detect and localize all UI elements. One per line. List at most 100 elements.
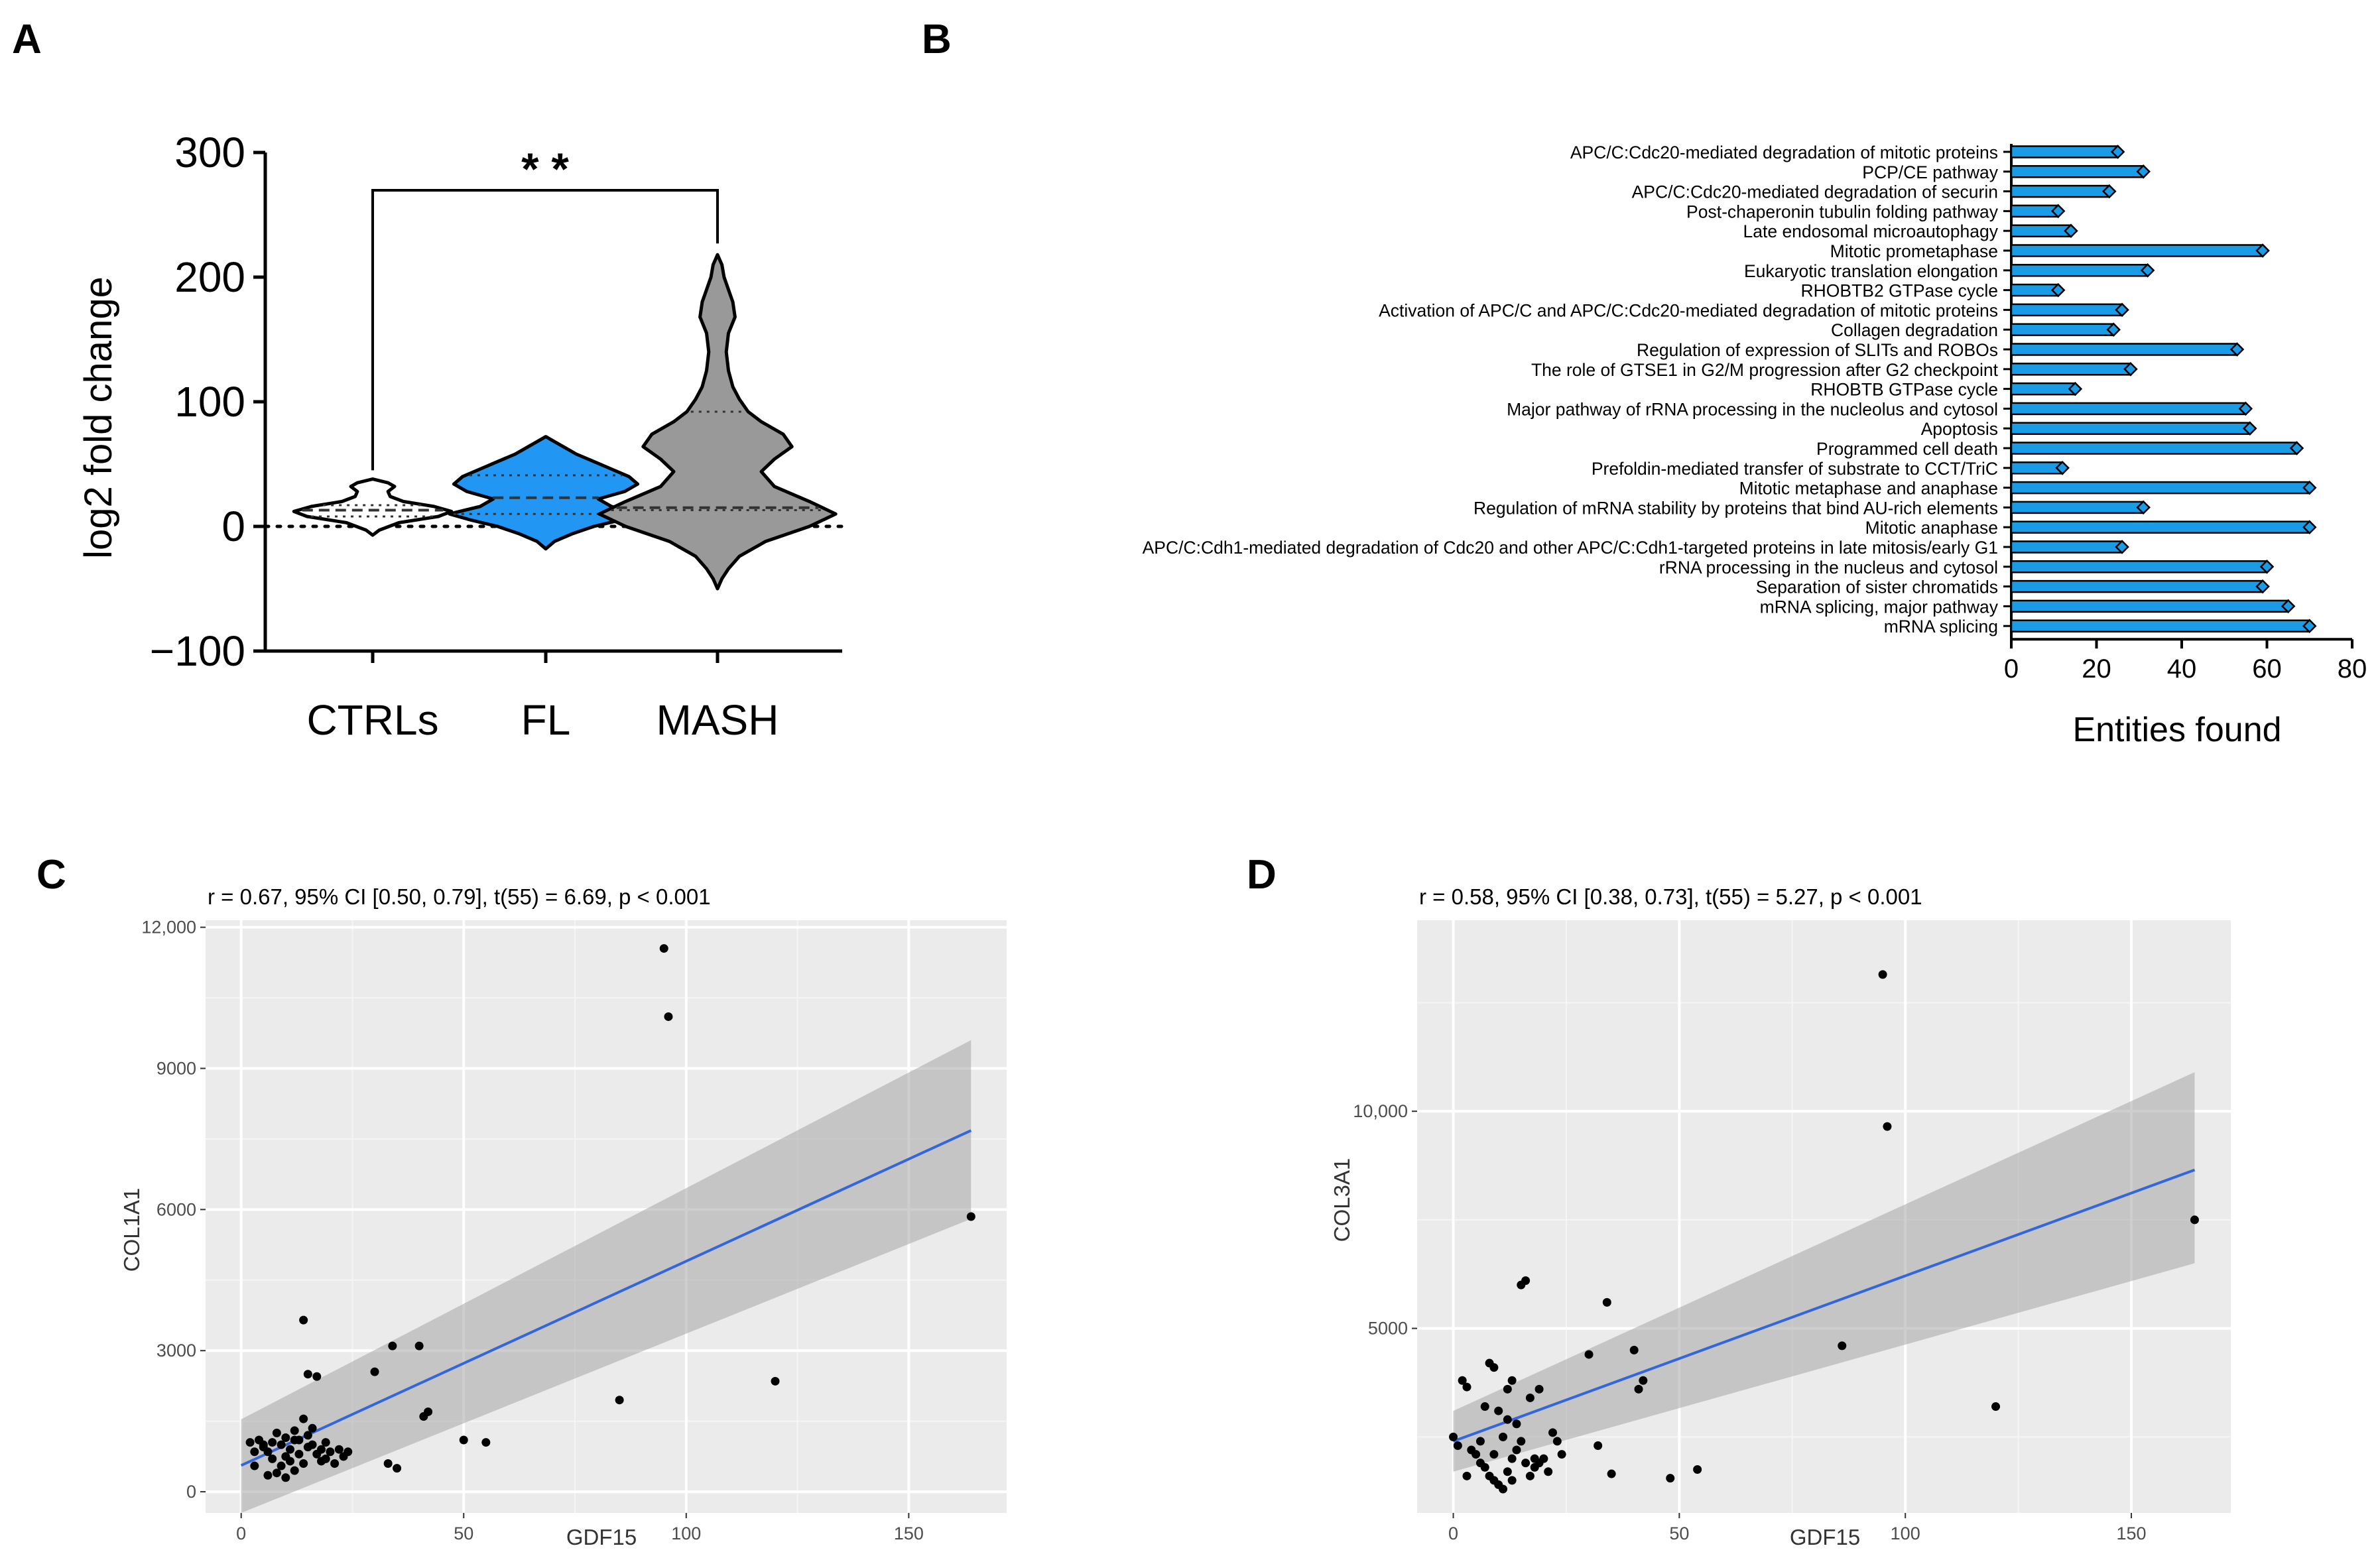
c-y-axis-label: COL1A1 bbox=[119, 1188, 144, 1272]
scatter-chart-panel-d: r = 0.58, 95% CI [0.38, 0.73], t(55) = 5… bbox=[1330, 884, 2231, 1549]
d-data-point bbox=[1548, 1428, 1557, 1437]
b-bar bbox=[2010, 599, 2289, 613]
c-data-point bbox=[664, 1012, 673, 1021]
d-data-point bbox=[1607, 1469, 1616, 1478]
c-x-tick-label: 50 bbox=[454, 1524, 473, 1543]
c-data-point bbox=[277, 1461, 286, 1470]
c-data-point bbox=[290, 1466, 299, 1475]
b-bar bbox=[2010, 540, 2123, 554]
c-data-point bbox=[303, 1370, 312, 1379]
a-x-tick-label: CTRLs bbox=[306, 696, 438, 744]
c-x-tick-label: 0 bbox=[236, 1524, 246, 1543]
b-category-label: Regulation of mRNA stability by proteins… bbox=[1473, 498, 1998, 518]
c-x-axis-label: GDF15 bbox=[566, 1525, 637, 1549]
b-category-label: Apoptosis bbox=[1921, 419, 1998, 439]
c-data-point bbox=[250, 1447, 259, 1457]
c-data-point bbox=[424, 1407, 433, 1416]
b-x-tick-label: 40 bbox=[2167, 654, 2197, 684]
d-x-tick-label: 50 bbox=[1669, 1524, 1689, 1543]
b-category-label: APC/C:Cdh1-mediated degradation of Cdc20… bbox=[1143, 538, 1998, 558]
b-category-label: PCP/CE pathway bbox=[1862, 162, 1998, 182]
a-y-axis-label: log2 fold change bbox=[77, 276, 120, 559]
d-data-point bbox=[1507, 1454, 1517, 1463]
c-data-point bbox=[334, 1445, 344, 1454]
d-data-point bbox=[1494, 1406, 1503, 1415]
b-bar-end-marker bbox=[2136, 164, 2151, 179]
c-data-point bbox=[383, 1459, 393, 1468]
c-data-point bbox=[370, 1367, 379, 1376]
c-data-point bbox=[281, 1473, 290, 1482]
c-data-point bbox=[312, 1372, 322, 1381]
b-bar-end-marker bbox=[2064, 223, 2078, 238]
b-bar bbox=[2010, 382, 2076, 396]
a-y-tick-label: 300 bbox=[174, 129, 245, 176]
b-bar-end-marker bbox=[2289, 441, 2304, 455]
b-bar bbox=[2010, 323, 2115, 336]
b-bar bbox=[2010, 184, 2111, 198]
d-data-point bbox=[1534, 1459, 1544, 1468]
d-data-point bbox=[1878, 970, 1887, 979]
c-data-point bbox=[414, 1341, 424, 1350]
c-data-point bbox=[326, 1447, 335, 1457]
b-bar bbox=[2010, 560, 2268, 573]
c-x-tick-label: 150 bbox=[894, 1524, 924, 1543]
d-data-point bbox=[1462, 1382, 1472, 1392]
d-data-point bbox=[1480, 1463, 1489, 1472]
d-data-point bbox=[1521, 1459, 1531, 1468]
d-data-point bbox=[1534, 1384, 1544, 1394]
c-data-point bbox=[330, 1459, 340, 1468]
d-data-point bbox=[1489, 1363, 1499, 1372]
a-y-tick-label: 200 bbox=[174, 253, 245, 301]
c-plot-title: r = 0.67, 95% CI [0.50, 0.79], t(55) = 6… bbox=[208, 884, 711, 909]
b-x-tick-label: 60 bbox=[2252, 654, 2282, 684]
d-x-tick-label: 150 bbox=[2117, 1524, 2147, 1543]
b-category-label: mRNA splicing bbox=[1884, 617, 1998, 636]
b-x-axis-label: Entities found bbox=[2072, 711, 2281, 749]
d-data-point bbox=[1634, 1384, 1643, 1394]
b-bar bbox=[2010, 619, 2310, 632]
c-data-point bbox=[294, 1449, 304, 1459]
b-bar bbox=[2010, 244, 2264, 257]
c-data-point bbox=[290, 1426, 299, 1435]
c-data-point bbox=[771, 1376, 780, 1386]
d-data-point bbox=[1838, 1341, 1847, 1350]
b-bar bbox=[2010, 343, 2238, 356]
c-data-point bbox=[615, 1396, 624, 1405]
b-bar-end-marker bbox=[2255, 579, 2270, 594]
b-category-label: Late endosomal microautophagy bbox=[1743, 221, 1999, 241]
c-data-point bbox=[268, 1454, 277, 1463]
panel-label-a: A bbox=[12, 17, 42, 62]
b-category-label: Eukaryotic translation elongation bbox=[1744, 261, 1998, 281]
d-data-point bbox=[1525, 1393, 1534, 1402]
significance-stars: * * bbox=[521, 144, 569, 194]
c-data-point bbox=[966, 1212, 975, 1221]
b-bar-end-marker bbox=[2136, 500, 2151, 515]
b-bar bbox=[2010, 501, 2145, 514]
b-bar bbox=[2010, 422, 2251, 435]
d-data-point bbox=[1480, 1402, 1489, 1411]
c-data-point bbox=[303, 1431, 312, 1440]
d-data-point bbox=[1449, 1432, 1458, 1441]
b-bar bbox=[2010, 363, 2132, 376]
b-bar bbox=[2010, 303, 2123, 317]
d-data-point bbox=[1544, 1467, 1553, 1476]
c-data-point bbox=[290, 1435, 299, 1445]
violin-ctrls bbox=[292, 477, 454, 537]
c-data-point bbox=[388, 1341, 397, 1350]
b-category-label: Prefoldin-mediated transfer of substrate… bbox=[1592, 459, 1998, 479]
b-x-tick-label: 20 bbox=[2082, 654, 2111, 684]
c-y-tick-label: 0 bbox=[186, 1482, 196, 1502]
c-data-point bbox=[281, 1433, 290, 1442]
b-bar-end-marker bbox=[2115, 540, 2129, 554]
d-plot-title: r = 0.58, 95% CI [0.38, 0.73], t(55) = 5… bbox=[1419, 884, 1922, 909]
d-data-point bbox=[1512, 1445, 1521, 1455]
b-bar-end-marker bbox=[2259, 560, 2275, 574]
c-data-point bbox=[277, 1440, 286, 1449]
c-data-point bbox=[481, 1438, 491, 1447]
b-x-tick-label: 80 bbox=[2338, 654, 2367, 684]
b-x-tick-label: 0 bbox=[2004, 654, 2019, 684]
c-data-point bbox=[299, 1315, 308, 1325]
c-data-point bbox=[659, 944, 668, 953]
b-bar-end-marker bbox=[2255, 243, 2270, 258]
d-data-point bbox=[1503, 1415, 1512, 1424]
